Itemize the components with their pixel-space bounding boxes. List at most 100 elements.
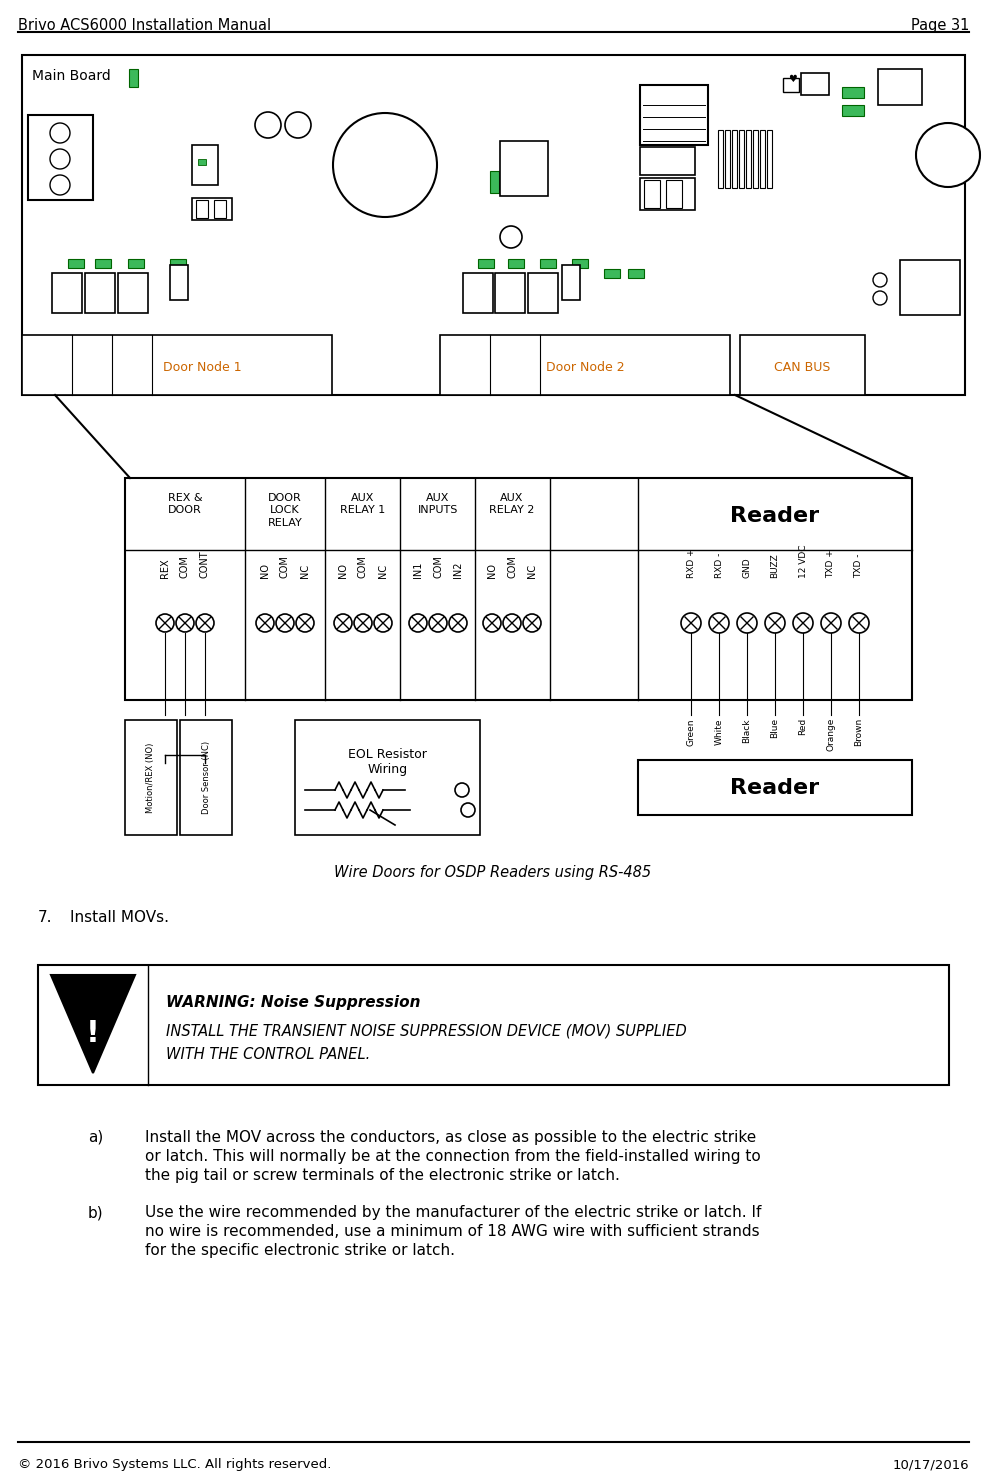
Bar xyxy=(725,130,730,189)
Circle shape xyxy=(915,122,979,187)
Bar xyxy=(766,130,771,189)
Circle shape xyxy=(449,615,466,632)
Text: IN1: IN1 xyxy=(412,562,423,578)
Text: AUX
RELAY 2: AUX RELAY 2 xyxy=(489,492,534,516)
Text: 10/17/2016: 10/17/2016 xyxy=(891,1458,968,1471)
Text: TXD -: TXD - xyxy=(854,554,863,578)
Bar xyxy=(179,719,232,834)
Text: or latch. This will normally be at the connection from the field-installed wirin: or latch. This will normally be at the c… xyxy=(145,1150,760,1164)
Bar xyxy=(732,130,737,189)
Text: COM: COM xyxy=(280,556,290,578)
Circle shape xyxy=(792,613,812,632)
Bar xyxy=(500,142,547,196)
Bar xyxy=(603,268,619,279)
Text: COM: COM xyxy=(179,556,190,578)
Circle shape xyxy=(482,615,501,632)
Text: Brown: Brown xyxy=(854,718,863,746)
Bar xyxy=(129,69,138,87)
Text: Door Node 2: Door Node 2 xyxy=(545,361,624,373)
Bar xyxy=(68,259,84,268)
Bar xyxy=(637,761,911,815)
Text: CONT: CONT xyxy=(200,550,210,578)
Text: WARNING: Noise Suppression: WARNING: Noise Suppression xyxy=(166,995,420,1010)
Text: Wire Doors for OSDP Readers using RS-485: Wire Doors for OSDP Readers using RS-485 xyxy=(334,865,651,880)
Circle shape xyxy=(764,613,784,632)
Text: DOOR
LOCK
RELAY: DOOR LOCK RELAY xyxy=(267,492,302,528)
Text: REX &
DOOR: REX & DOOR xyxy=(168,492,202,516)
Circle shape xyxy=(255,615,274,632)
Bar xyxy=(125,478,911,700)
Text: AUX
INPUTS: AUX INPUTS xyxy=(417,492,458,516)
Circle shape xyxy=(523,615,540,632)
Text: Reader: Reader xyxy=(730,777,818,797)
Circle shape xyxy=(296,615,314,632)
Bar xyxy=(639,85,707,144)
Text: Main Board: Main Board xyxy=(32,69,110,83)
Text: INSTALL THE TRANSIENT NOISE SUPPRESSION DEVICE (MOV) SUPPLIED: INSTALL THE TRANSIENT NOISE SUPPRESSION … xyxy=(166,1023,686,1038)
Bar xyxy=(170,265,187,301)
Bar xyxy=(28,115,93,200)
Text: NO: NO xyxy=(486,563,497,578)
Text: 7.: 7. xyxy=(38,909,52,926)
Text: no wire is recommended, use a minimum of 18 AWG wire with sufficient strands: no wire is recommended, use a minimum of… xyxy=(145,1223,759,1240)
Bar xyxy=(717,130,723,189)
Circle shape xyxy=(333,615,352,632)
Bar xyxy=(745,130,750,189)
Text: NC: NC xyxy=(300,565,310,578)
Circle shape xyxy=(455,783,468,797)
Text: BUZZ: BUZZ xyxy=(770,553,779,578)
Circle shape xyxy=(374,615,391,632)
Text: RXD -: RXD - xyxy=(714,553,723,578)
Circle shape xyxy=(872,290,886,305)
Text: a): a) xyxy=(88,1131,104,1145)
Text: COM: COM xyxy=(358,556,368,578)
Text: COM: COM xyxy=(433,556,443,578)
Bar xyxy=(841,87,863,97)
Circle shape xyxy=(50,175,70,195)
Text: NO: NO xyxy=(337,563,348,578)
Bar xyxy=(572,259,588,268)
Circle shape xyxy=(50,149,70,170)
Bar xyxy=(739,130,743,189)
Circle shape xyxy=(332,113,437,217)
Bar xyxy=(489,171,499,193)
Text: NC: NC xyxy=(378,565,387,578)
Text: for the specific electronic strike or latch.: for the specific electronic strike or la… xyxy=(145,1243,455,1257)
Text: White: White xyxy=(714,718,723,744)
Circle shape xyxy=(176,615,194,632)
Bar xyxy=(627,268,643,279)
Bar xyxy=(440,335,730,395)
Text: © 2016 Brivo Systems LLC. All rights reserved.: © 2016 Brivo Systems LLC. All rights res… xyxy=(18,1458,331,1471)
Circle shape xyxy=(503,615,521,632)
Text: Door Sensor (NC): Door Sensor (NC) xyxy=(201,741,210,814)
Text: Install the MOV across the conductors, as close as possible to the electric stri: Install the MOV across the conductors, a… xyxy=(145,1131,755,1145)
Bar xyxy=(22,55,964,395)
Text: GND: GND xyxy=(741,557,750,578)
Bar xyxy=(95,259,110,268)
Circle shape xyxy=(848,613,868,632)
Text: !: ! xyxy=(86,1019,100,1048)
Text: TXD +: TXD + xyxy=(825,550,835,578)
Bar xyxy=(639,178,694,209)
Text: COM: COM xyxy=(507,556,517,578)
Bar xyxy=(561,265,580,301)
Bar xyxy=(539,259,555,268)
Text: Brivo ACS6000 Installation Manual: Brivo ACS6000 Installation Manual xyxy=(18,18,271,32)
Text: NO: NO xyxy=(259,563,270,578)
Bar xyxy=(192,198,232,220)
Bar xyxy=(495,273,525,312)
Text: Reader: Reader xyxy=(730,506,818,526)
Circle shape xyxy=(820,613,840,632)
Text: Black: Black xyxy=(741,718,750,743)
Text: Motion/REX (NO): Motion/REX (NO) xyxy=(146,743,156,812)
Text: Door Node 1: Door Node 1 xyxy=(163,361,241,373)
Bar xyxy=(666,180,681,208)
Bar xyxy=(841,105,863,116)
Circle shape xyxy=(156,615,174,632)
Bar xyxy=(759,130,764,189)
Bar xyxy=(508,171,517,193)
Text: WITH THE CONTROL PANEL.: WITH THE CONTROL PANEL. xyxy=(166,1047,370,1061)
Bar xyxy=(528,273,557,312)
Bar xyxy=(508,259,524,268)
Circle shape xyxy=(285,112,311,139)
